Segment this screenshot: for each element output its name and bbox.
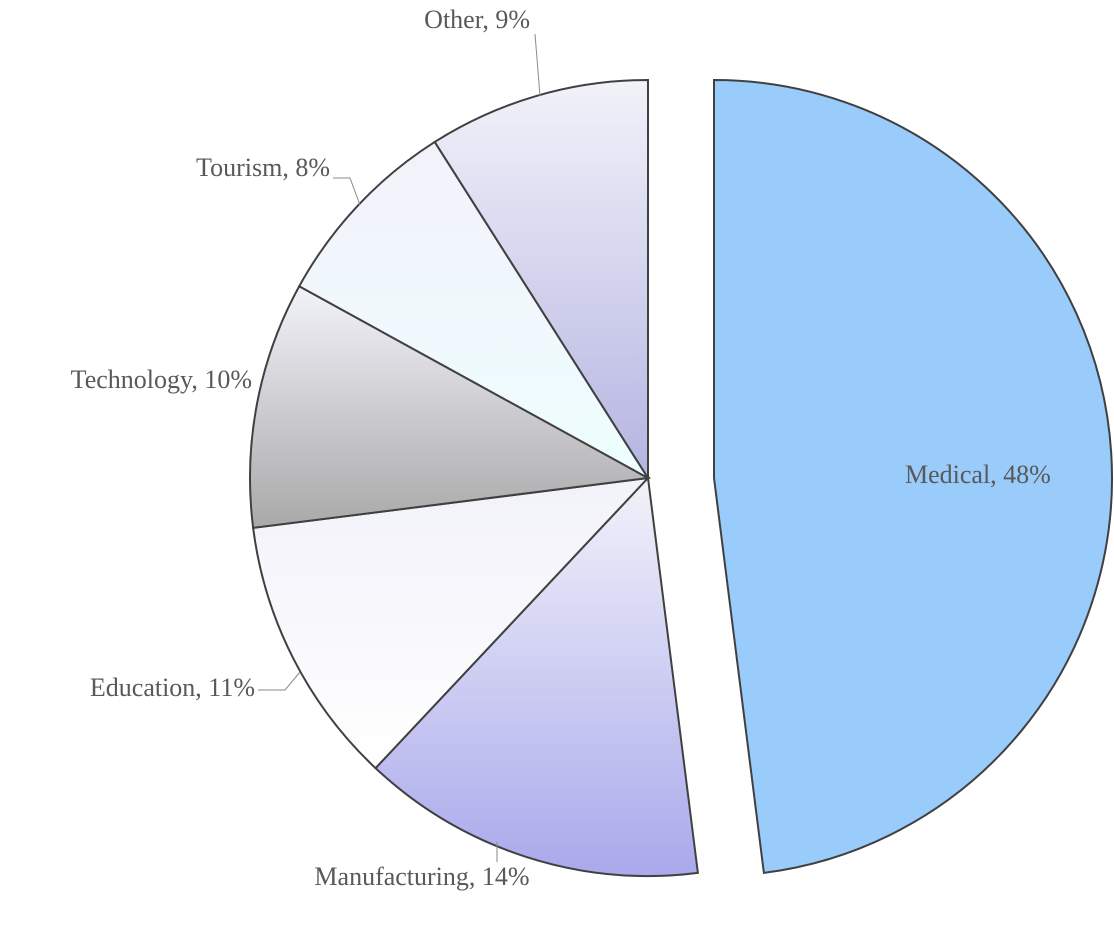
data-label: Technology, 10% xyxy=(70,365,252,394)
pie-slice xyxy=(433,78,649,482)
leader-line xyxy=(333,177,361,206)
data-label: Other, 9% xyxy=(424,5,530,34)
pie-slice xyxy=(297,140,649,479)
leader-line xyxy=(258,671,301,691)
pie-slice xyxy=(713,78,1114,874)
pie-slice xyxy=(252,476,651,770)
data-label: Medical, 48% xyxy=(905,460,1051,489)
data-label: Education, 11% xyxy=(89,673,255,702)
data-label: Tourism, 8% xyxy=(196,153,330,182)
pie-slice xyxy=(374,475,700,877)
pie-slice xyxy=(249,284,652,530)
leader-line xyxy=(534,33,541,97)
data-label: Manufacturing, 14% xyxy=(314,862,530,891)
